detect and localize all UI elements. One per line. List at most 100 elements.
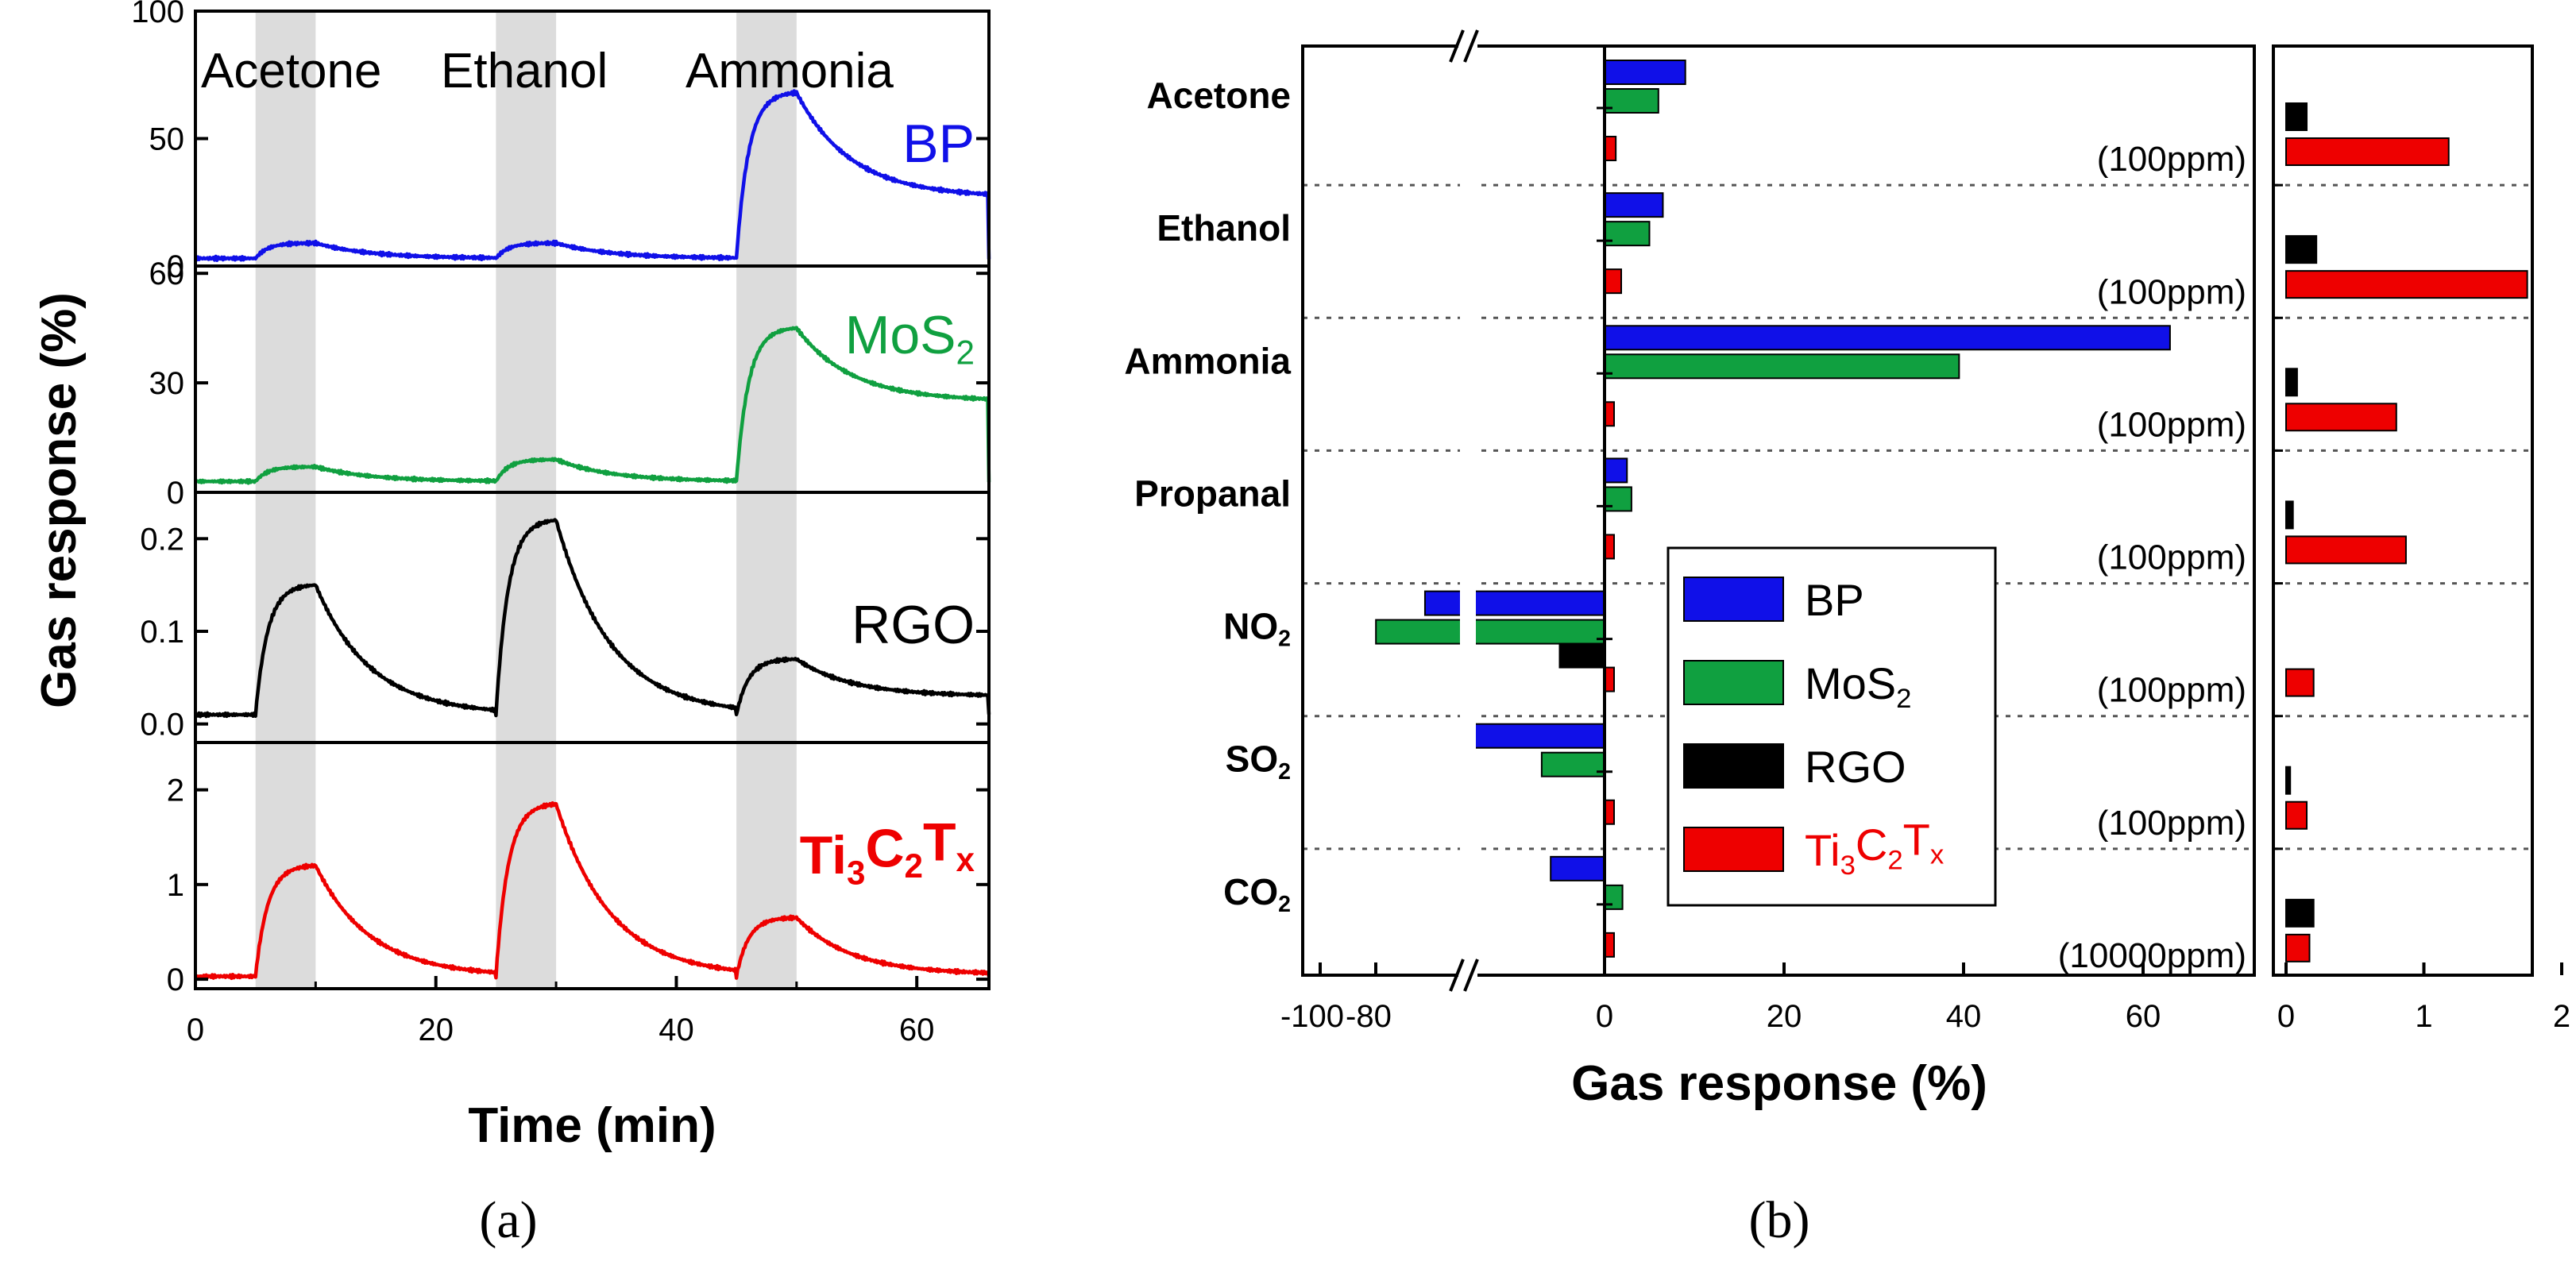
panel-label-b: (b) [1749, 1191, 1810, 1249]
x-tick-label: 1 [2415, 999, 2432, 1034]
x-tick-label: 20 [418, 1012, 454, 1047]
break-mark [1463, 29, 1479, 63]
text-part: x [1930, 839, 1944, 870]
y-tick-label: 0 [167, 476, 184, 511]
text-part: 2 [956, 334, 975, 371]
legend-swatch-Ti3C2Tx [1683, 827, 1784, 872]
series-line-BP [193, 89, 991, 262]
bar-main-BP-1 [1604, 192, 1664, 218]
text-part: CO [1223, 871, 1278, 912]
legend-label-BP: BP [1805, 575, 1864, 625]
concentration-label: (100ppm) [2097, 140, 2246, 179]
series-line-MoS2 [194, 326, 991, 485]
text-part: MoS [1805, 658, 1896, 708]
concentration-label: (100ppm) [2097, 804, 2246, 843]
main-plot-frame [1301, 44, 2256, 977]
legend-swatch-MoS2 [1683, 660, 1784, 705]
text-part: Ammonia [1124, 340, 1291, 381]
text-part: BP [1805, 575, 1864, 625]
text-part: C [865, 819, 904, 879]
category-label-6: CO2 [1223, 871, 1291, 917]
gas-label-ammonia: Ammonia [686, 44, 894, 98]
panel-a-line-charts: 050100BP03060MoS20.00.10.2RGO012Ti3C2TxA… [32, 0, 991, 1249]
text-part: 3 [1840, 850, 1856, 881]
category-label-1: Ethanol [1157, 207, 1291, 249]
text-part: 3 [847, 854, 865, 891]
legend-swatch-BP [1683, 577, 1784, 622]
bar-right-RGO-3 [2285, 500, 2294, 530]
bar-main-MoS2-4 [1375, 619, 1605, 645]
bar-main-BP-0 [1604, 60, 1686, 85]
concentration-label: (100ppm) [2097, 272, 2246, 311]
subplot-RGO: 0.0 0.1 0.2 RGO [140, 491, 991, 744]
y-tick-label: 0 [167, 962, 184, 997]
text-part: Propanal [1134, 472, 1291, 514]
x-tick-label: 60 [899, 1012, 935, 1047]
bar-right-Ti3C2Tx-3 [2285, 535, 2407, 565]
gas-label-ethanol: Ethanol [441, 44, 608, 98]
bar-right-RGO-2 [2285, 368, 2298, 397]
y-tick-label: 0 [167, 249, 184, 284]
x-tick-label: 0 [2277, 999, 2295, 1034]
bar-main-MoS2-5 [1540, 751, 1606, 777]
series-label-MoS2: MoS2 [845, 305, 975, 371]
concentration-label: (10000ppm) [2058, 936, 2246, 975]
x-tick-label: 40 [1946, 999, 1982, 1034]
break-mark [1449, 29, 1465, 63]
gas-label-acetone: Acetone [201, 44, 382, 98]
series-label-Ti3C2Tx: Ti3C2Tx [800, 812, 975, 891]
x-axis-title: Gas response (%) [1571, 1056, 1987, 1111]
bar-main-BP-2 [1604, 325, 2171, 351]
text-part: 2 [905, 847, 923, 885]
x-tick-label: 0 [187, 1012, 204, 1047]
y-tick-label: 0.1 [140, 615, 184, 650]
text-part: Acetone [1147, 75, 1291, 116]
category-label-0: Acetone [1147, 75, 1291, 116]
y-tick-label: 1 [167, 868, 184, 903]
bar-right-RGO-0 [2285, 102, 2308, 131]
series-line-Ti3C2Tx [194, 800, 991, 981]
x-tick-label: 2 [2553, 999, 2570, 1034]
bar-right-RGO-6 [2285, 898, 2315, 928]
bar-main-RGO-4 [1558, 642, 1605, 669]
series-line-RGO [195, 518, 991, 719]
category-label-4: NO2 [1223, 606, 1291, 652]
y-tick-label: 30 [149, 366, 185, 401]
right-plot-frame [2272, 44, 2534, 977]
legend-label-RGO: RGO [1805, 742, 1906, 792]
panel-label-a: (a) [479, 1191, 537, 1249]
bar-right-Ti3C2Tx-1 [2285, 270, 2528, 299]
text-part: Ti [1805, 825, 1840, 875]
text-part: 2 [1887, 845, 1902, 875]
concentration-label: (100ppm) [2097, 671, 2246, 710]
text-part: C [1856, 820, 1887, 870]
series-label-BP: BP [902, 114, 975, 174]
concentration-label: (100ppm) [2097, 538, 2246, 577]
concentration-label: (100ppm) [2097, 405, 2246, 444]
y-axis-title: Gas response (%) [32, 292, 87, 708]
bar-main-MoS2-2 [1604, 353, 1960, 380]
legend-label-MoS2: MoS2 [1805, 658, 1911, 714]
category-label-5: SO2 [1226, 739, 1291, 785]
text-part: BP [902, 114, 975, 174]
x-tick-label: 0 [1596, 999, 1613, 1034]
bar-main-BP-6 [1550, 855, 1605, 881]
axis-break-gap [1460, 49, 1476, 972]
text-part: NO [1223, 606, 1278, 647]
bar-main-MoS2-3 [1604, 486, 1632, 512]
panel-b-bar-chart: Acetone (100ppm) Ethanol (100ppm) Ammonia (10… [1124, 29, 2570, 1249]
y-tick-label: 100 [131, 0, 184, 29]
text-part: 2 [1278, 627, 1291, 652]
bar-main-Ti3C2Tx-0 [1604, 136, 1617, 161]
y-tick-label: 0.0 [140, 708, 184, 742]
x-tick-label: 40 [658, 1012, 694, 1047]
text-part: x [956, 841, 975, 878]
x-tick-label: 60 [2126, 999, 2161, 1034]
bar-right-RGO-5 [2285, 766, 2292, 795]
text-part: T [923, 812, 956, 872]
text-part: RGO [852, 595, 975, 655]
bar-main-BP-3 [1604, 457, 1628, 484]
text-part: SO [1226, 739, 1278, 780]
category-label-2: Ammonia [1124, 340, 1291, 381]
